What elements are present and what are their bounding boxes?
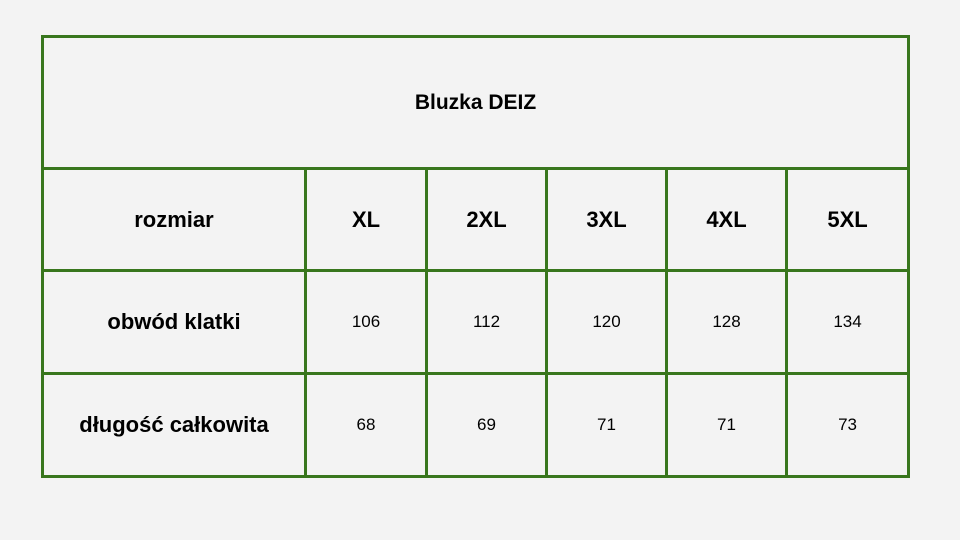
table-cell: 112 xyxy=(425,269,548,375)
table-cell: 68 xyxy=(304,372,428,478)
row-label: obwód klatki xyxy=(41,269,307,375)
size-header: 5XL xyxy=(784,167,911,272)
table-cell: 134 xyxy=(784,269,911,375)
table-cell: 128 xyxy=(665,269,788,375)
table-title: Bluzka DEIZ xyxy=(40,35,911,170)
table-cell: 73 xyxy=(784,372,911,478)
size-header: 2XL xyxy=(425,167,548,272)
table-cell: 71 xyxy=(665,372,788,478)
table-row: obwód klatki 106 112 120 128 134 xyxy=(41,269,911,375)
table-cell: 71 xyxy=(545,372,668,478)
size-chart-table: Bluzka DEIZ rozmiar XL 2XL 3XL 4XL 5XL o… xyxy=(40,35,911,478)
row-label: długość całkowita xyxy=(41,372,307,478)
header-label: rozmiar xyxy=(41,167,307,272)
table-cell: 120 xyxy=(545,269,668,375)
size-header: 3XL xyxy=(545,167,668,272)
table-row: długość całkowita 68 69 71 71 73 xyxy=(41,372,911,478)
header-row: rozmiar XL 2XL 3XL 4XL 5XL xyxy=(41,167,911,272)
table-cell: 69 xyxy=(425,372,548,478)
size-header: 4XL xyxy=(665,167,788,272)
table-cell: 106 xyxy=(304,269,428,375)
size-header: XL xyxy=(304,167,428,272)
